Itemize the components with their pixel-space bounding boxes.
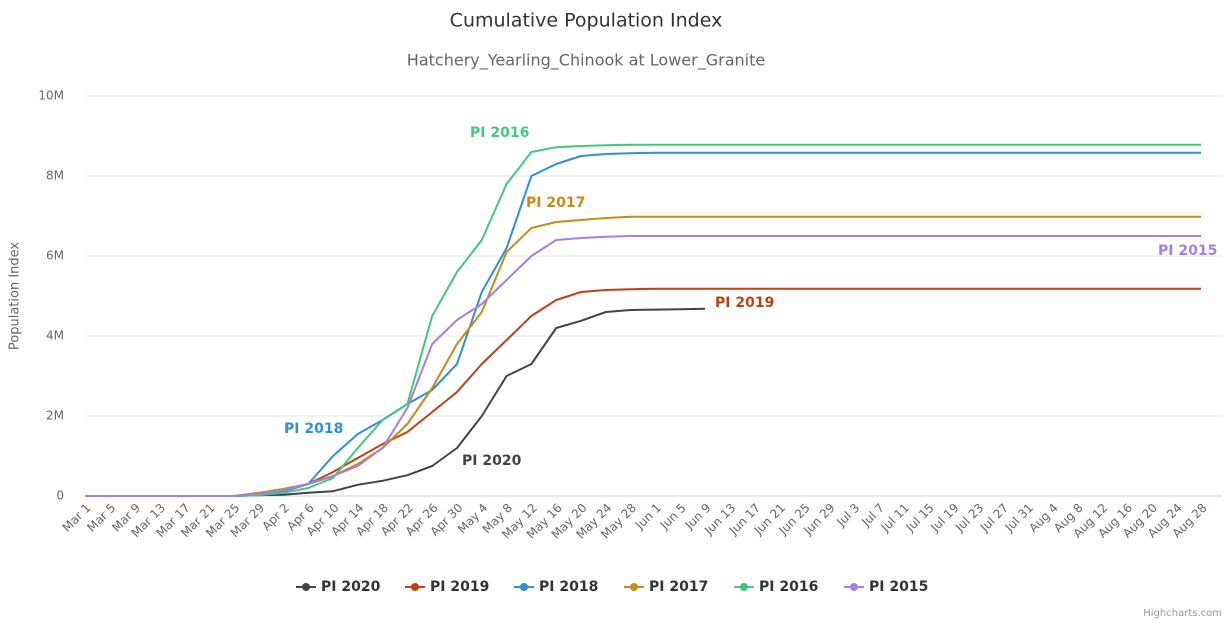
series-line [85,235,1201,497]
x-tick-label: Jul 11 [878,501,912,535]
series-line [85,151,1201,497]
legend-label[interactable]: PI 2015 [869,579,928,595]
legend-marker [411,583,419,591]
legend-marker [740,583,748,591]
x-tick-label: Apr 2 [259,501,292,534]
chart-title: Cumulative Population Index [450,10,723,32]
legend-label[interactable]: PI 2018 [539,579,598,595]
series-line [85,143,1201,497]
x-tick-label: Jul 15 [902,501,936,535]
legend-marker [520,583,528,591]
x-tick-label: Jul 19 [927,501,961,535]
y-tick-label: 4M [46,329,64,343]
y-tick-label: 6M [46,249,64,263]
series-label: PI 2017 [526,195,585,211]
credits: Highcharts.com [1143,608,1222,619]
chart-subtitle: Hatchery_Yearling_Chinook at Lower_Grani… [407,51,765,71]
legend-label[interactable]: PI 2016 [759,579,818,595]
series-label: PI 2015 [1158,243,1217,259]
series-label: PI 2018 [284,421,343,437]
series-line [85,215,1201,497]
series-line [85,287,1201,497]
x-tick-label: Jun 5 [657,501,689,533]
y-tick-label: 0 [56,489,64,503]
y-tick-label: 8M [46,169,64,183]
series-label: PI 2019 [715,295,774,311]
y-tick-label: 2M [46,409,64,423]
legend-marker [850,583,858,591]
series-line [85,307,706,497]
series-label: PI 2020 [462,453,522,469]
x-tick-label: Jun 1 [632,501,664,533]
series-label: PI 2016 [470,125,529,141]
y-axis-title: Population Index [8,242,23,351]
legend-marker [630,583,638,591]
x-tick-label: Jul 3 [833,501,862,530]
legend-marker [302,583,310,591]
x-tick-label: Jul 27 [977,501,1011,535]
legend-label[interactable]: PI 2019 [430,579,489,595]
legend-label[interactable]: PI 2020 [321,579,381,595]
y-tick-label: 10M [38,89,64,103]
legend-label[interactable]: PI 2017 [649,579,708,595]
x-tick-label: Jul 23 [952,501,986,535]
